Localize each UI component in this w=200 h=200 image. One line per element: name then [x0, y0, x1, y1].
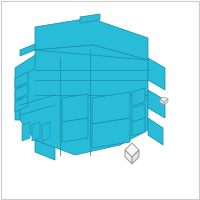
Polygon shape: [160, 99, 164, 105]
Polygon shape: [164, 99, 168, 105]
Polygon shape: [148, 58, 165, 90]
Polygon shape: [132, 104, 145, 122]
Polygon shape: [148, 90, 165, 118]
Polygon shape: [42, 122, 50, 141]
Polygon shape: [148, 118, 163, 145]
Polygon shape: [15, 96, 28, 112]
Polygon shape: [92, 118, 130, 148]
Polygon shape: [132, 150, 139, 164]
Polygon shape: [35, 18, 148, 60]
Polygon shape: [80, 14, 100, 23]
Polygon shape: [15, 72, 28, 88]
Polygon shape: [15, 84, 28, 100]
Polygon shape: [20, 45, 148, 155]
Polygon shape: [20, 44, 35, 56]
Polygon shape: [132, 88, 145, 106]
Polygon shape: [22, 122, 30, 141]
Polygon shape: [62, 94, 88, 122]
Polygon shape: [125, 143, 139, 157]
Polygon shape: [160, 97, 168, 102]
Polygon shape: [32, 122, 40, 141]
Polygon shape: [132, 118, 145, 136]
Polygon shape: [125, 150, 132, 164]
Polygon shape: [92, 92, 130, 124]
Polygon shape: [15, 55, 35, 120]
Polygon shape: [35, 140, 55, 160]
Polygon shape: [62, 118, 88, 142]
